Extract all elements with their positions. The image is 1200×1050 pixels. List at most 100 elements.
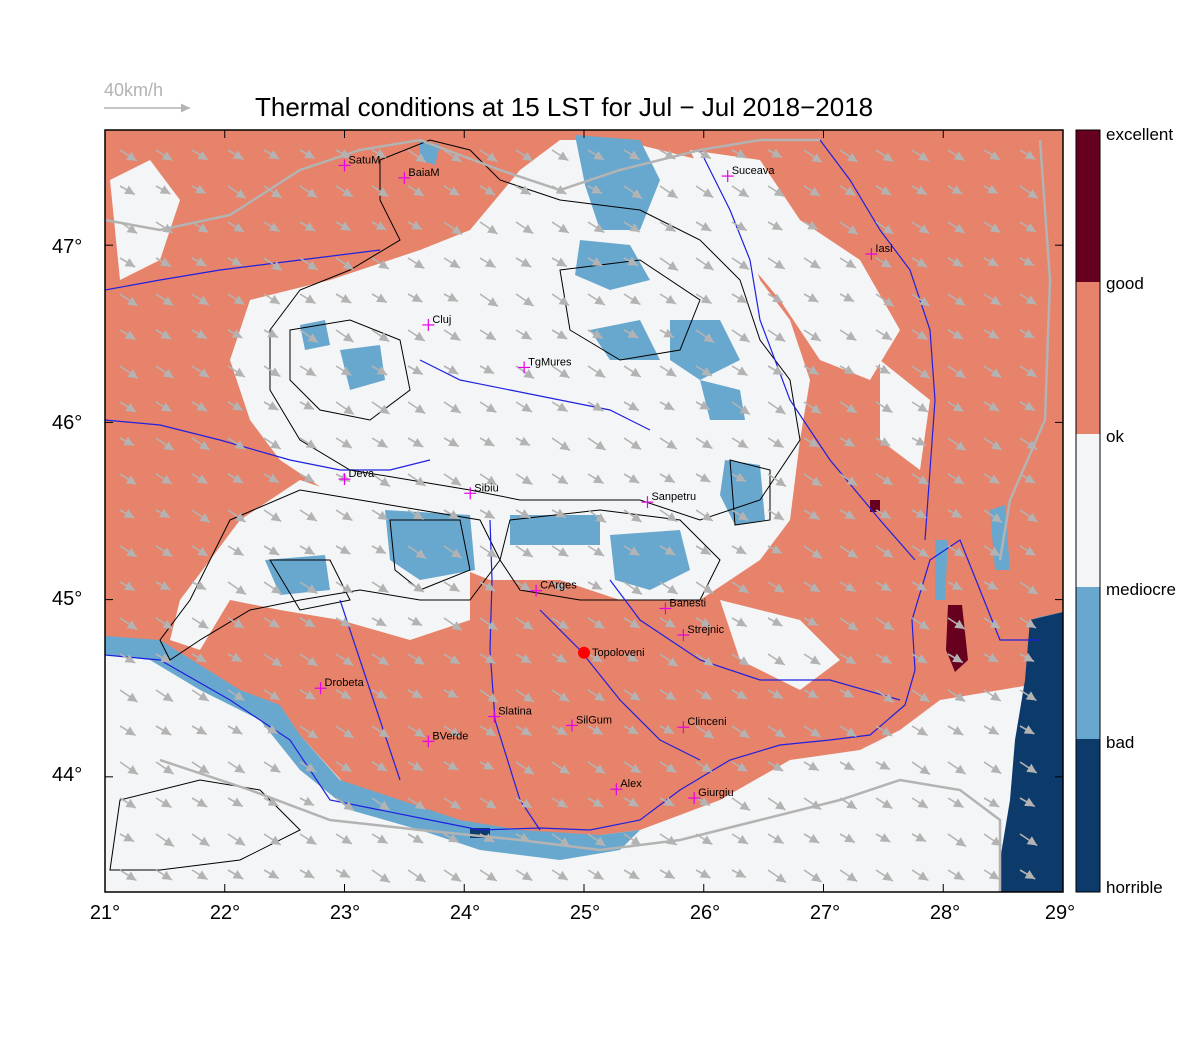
wind-arrow: [443, 149, 463, 163]
cb-label-good: good: [1106, 274, 1144, 293]
wind-arrow: [983, 617, 1001, 630]
wind-arrow: [263, 328, 279, 339]
wind-arrow: [1019, 365, 1038, 378]
wind-arrow: [479, 760, 495, 771]
axis-ticks: [104, 130, 1064, 892]
wind-arrow: [227, 473, 244, 484]
wind-arrow: [155, 437, 175, 452]
colorbar: [1076, 130, 1100, 892]
wind-arrow: [155, 545, 173, 558]
wind-arrow: [371, 185, 389, 198]
wind-arrow: [623, 256, 639, 267]
wind-arrow: [119, 509, 135, 519]
wind-arrow: [551, 869, 569, 881]
wind-arrow: [983, 725, 1000, 736]
city-label: Sibiu: [474, 482, 498, 494]
wind-arrow: [515, 761, 535, 776]
wind-arrow: [767, 689, 784, 700]
wind-arrow: [407, 293, 423, 303]
wind-arrow: [803, 329, 822, 342]
wind-arrow: [1019, 256, 1035, 267]
wind-arrow: [875, 185, 892, 196]
wind-arrow: [515, 221, 534, 235]
wind-arrow: [731, 581, 750, 594]
wind-arrow: [695, 257, 715, 271]
wind-arrow: [803, 185, 821, 197]
wind-arrow: [695, 581, 714, 595]
wind-arrow: [479, 653, 497, 665]
wind-arrow: [191, 401, 208, 412]
wind-arrow: [911, 761, 931, 776]
city-marker-sibiu: Sibiu: [464, 482, 499, 500]
city-marker-slatina: Slatina: [488, 706, 533, 723]
wind-arrow: [371, 761, 388, 772]
wind-arrow: [659, 833, 678, 846]
wind-arrow: [695, 400, 711, 411]
wind-arrow: [299, 761, 317, 773]
wind-arrow: [911, 365, 931, 380]
lat-label-44: 44°: [52, 764, 83, 786]
wind-arrow: [371, 365, 388, 376]
wind-arrow: [515, 293, 535, 307]
lon-label-22: 22°: [209, 902, 241, 924]
wind-arrow: [623, 293, 641, 306]
wind-arrow: [623, 833, 642, 847]
wind-arrow: [911, 329, 929, 341]
wind-arrow: [443, 869, 462, 883]
wind-arrow: [803, 149, 823, 164]
wind-arrow: [479, 185, 496, 196]
wind-arrow: [515, 401, 533, 413]
wind-arrow: [479, 545, 498, 559]
wind-arrow: [623, 473, 640, 484]
wind-arrow: [227, 797, 244, 808]
wind-arrow: [155, 833, 175, 848]
wind-arrow: [443, 437, 460, 448]
wind-arrow: [479, 401, 497, 414]
wind-arrow: [695, 545, 712, 556]
wind-arrow: [803, 401, 822, 415]
wind-arrow: [119, 365, 139, 380]
wind-arrow: [983, 833, 1003, 847]
wind-arrow: [335, 185, 354, 198]
wind-arrow: [803, 616, 819, 627]
wind-arrow: [695, 365, 713, 377]
wind-arrow: [227, 437, 246, 451]
wind-arrow: [299, 617, 316, 628]
wind-arrow: [479, 797, 497, 810]
lon-label-26: 26°: [689, 902, 721, 924]
wind-arrow: [299, 869, 315, 879]
cb-label-ok: ok: [1106, 427, 1124, 446]
city-label: CArges: [540, 580, 577, 592]
wind-arrow: [263, 617, 281, 629]
wind-key-label: 40km/h: [104, 80, 164, 100]
wind-arrow: [515, 149, 534, 162]
wind-arrow: [875, 617, 895, 631]
wind-arrow: [407, 869, 427, 883]
wind-arrow: [875, 581, 892, 592]
wind-arrow: [767, 473, 787, 488]
wind-arrow: [263, 833, 282, 846]
wind-arrow: [443, 329, 461, 342]
wind-arrow: [911, 581, 928, 592]
wind-arrow: [335, 221, 352, 232]
wind-arrow: [119, 473, 137, 486]
wind-arrow: [767, 257, 786, 270]
wind-arrow: [263, 365, 281, 378]
wind-arrow: [119, 436, 135, 447]
wind-arrow: [983, 761, 1002, 775]
wind-arrow: [875, 760, 891, 771]
wind-arrow: [515, 689, 535, 703]
wind-arrow: [443, 292, 459, 303]
wind-arrow: [623, 869, 640, 880]
wind-arrow: [803, 365, 820, 376]
wind-arrow: [155, 653, 172, 664]
wind-arrow: [551, 797, 569, 809]
cb-label-bad: bad: [1106, 733, 1135, 752]
wind-arrow: [299, 725, 319, 740]
wind-arrow: [947, 365, 967, 379]
wind-arrow: [515, 581, 532, 592]
city-label: Suceava: [732, 165, 776, 177]
wind-arrow: [551, 329, 568, 340]
wind-arrow: [191, 653, 207, 663]
